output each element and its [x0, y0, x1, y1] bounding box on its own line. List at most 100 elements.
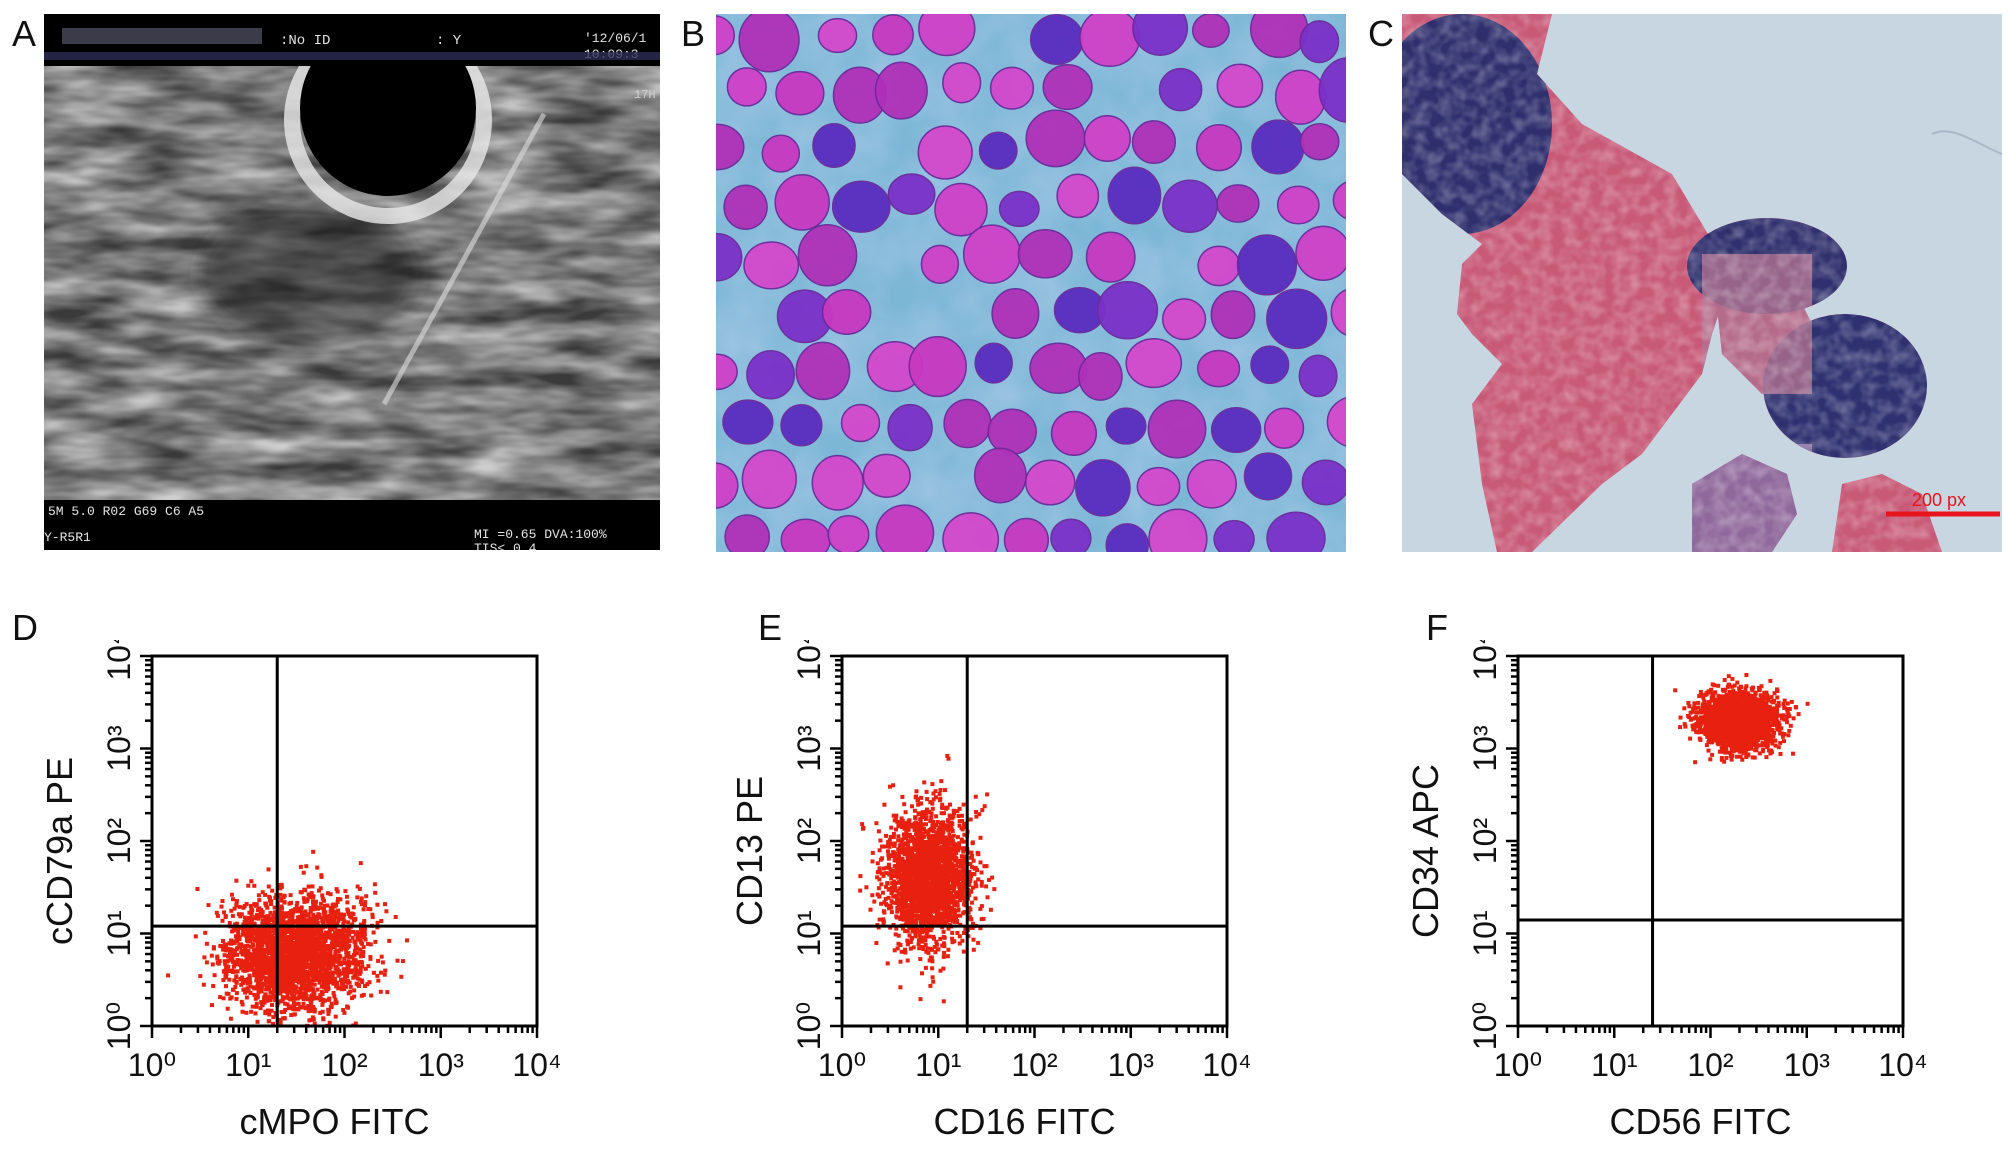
data-point — [311, 850, 315, 854]
data-point — [264, 936, 268, 940]
data-point — [303, 996, 307, 1000]
data-point — [924, 966, 928, 970]
data-point — [237, 945, 241, 949]
data-point — [237, 937, 241, 941]
data-point — [910, 937, 914, 941]
data-point — [943, 842, 947, 846]
data-point — [912, 886, 916, 890]
data-point — [218, 944, 222, 948]
data-point — [891, 901, 895, 905]
us-header-left: :No ID — [280, 33, 330, 49]
cell-nucleus — [944, 400, 991, 448]
data-point — [296, 1007, 300, 1011]
data-point — [346, 1006, 350, 1010]
data-point — [226, 1007, 230, 1011]
data-point — [322, 956, 326, 960]
data-point — [310, 981, 314, 985]
data-point — [979, 836, 983, 840]
data-point — [270, 1009, 274, 1013]
data-point — [309, 910, 313, 914]
data-point — [888, 842, 892, 846]
data-point — [366, 964, 370, 968]
data-point — [976, 852, 980, 856]
data-point — [942, 930, 946, 934]
cell-nucleus — [1126, 339, 1181, 388]
data-point — [915, 789, 919, 793]
data-point — [979, 860, 983, 864]
data-point — [329, 909, 333, 913]
data-point — [280, 907, 284, 911]
data-point — [918, 957, 922, 961]
data-point — [327, 998, 331, 1002]
data-point — [956, 848, 960, 852]
data-point — [304, 928, 308, 932]
data-point — [299, 865, 303, 869]
data-point — [249, 1010, 253, 1014]
data-point — [319, 996, 323, 1000]
data-point — [876, 861, 880, 865]
data-point — [353, 974, 357, 978]
data-point — [281, 999, 285, 1003]
data-point — [248, 968, 252, 972]
data-point — [879, 858, 883, 862]
data-point — [940, 821, 944, 825]
data-point — [952, 811, 956, 815]
data-point — [958, 807, 962, 811]
data-point — [968, 908, 972, 912]
data-point — [284, 936, 288, 940]
data-point — [913, 908, 917, 912]
data-point — [917, 942, 921, 946]
data-point — [341, 1008, 345, 1012]
data-point — [924, 840, 928, 844]
data-point — [355, 895, 359, 899]
data-point — [247, 920, 251, 924]
data-point — [302, 896, 306, 900]
data-point — [230, 929, 234, 933]
cell-nucleus — [1211, 291, 1254, 338]
cell-nucleus — [1051, 519, 1091, 552]
data-point — [234, 980, 238, 984]
data-point — [195, 887, 199, 891]
data-point — [925, 879, 929, 883]
data-point — [304, 990, 308, 994]
data-point — [260, 943, 264, 947]
data-point — [258, 931, 262, 935]
data-point — [872, 900, 876, 904]
cell-nucleus — [1076, 460, 1130, 516]
data-point — [224, 915, 228, 919]
data-point — [341, 932, 345, 936]
data-point — [223, 943, 227, 947]
data-point — [898, 875, 902, 879]
data-point — [933, 868, 937, 872]
data-point — [317, 962, 321, 966]
data-point — [264, 962, 268, 966]
data-point — [255, 937, 259, 941]
data-point — [882, 803, 886, 807]
cell-nucleus — [1217, 64, 1262, 107]
data-point — [342, 961, 346, 965]
data-point — [947, 757, 951, 761]
data-point — [292, 920, 296, 924]
data-point — [325, 904, 329, 908]
cell-nucleus — [1238, 235, 1297, 295]
data-point — [230, 949, 234, 953]
data-point — [322, 985, 326, 989]
data-point — [262, 928, 266, 932]
data-point — [259, 977, 263, 981]
data-point — [316, 927, 320, 931]
cell-nucleus — [975, 448, 1026, 502]
cell-nucleus — [1299, 355, 1337, 396]
data-point — [906, 959, 910, 963]
data-point — [264, 987, 268, 991]
data-point — [295, 901, 299, 905]
data-point — [270, 1003, 274, 1007]
data-point — [904, 810, 908, 814]
data-point — [945, 915, 949, 919]
data-point — [980, 808, 984, 812]
data-point — [282, 954, 286, 958]
data-point — [235, 899, 239, 903]
data-point — [986, 895, 990, 899]
data-point — [969, 818, 973, 822]
data-point — [358, 978, 362, 982]
data-point — [300, 956, 304, 960]
